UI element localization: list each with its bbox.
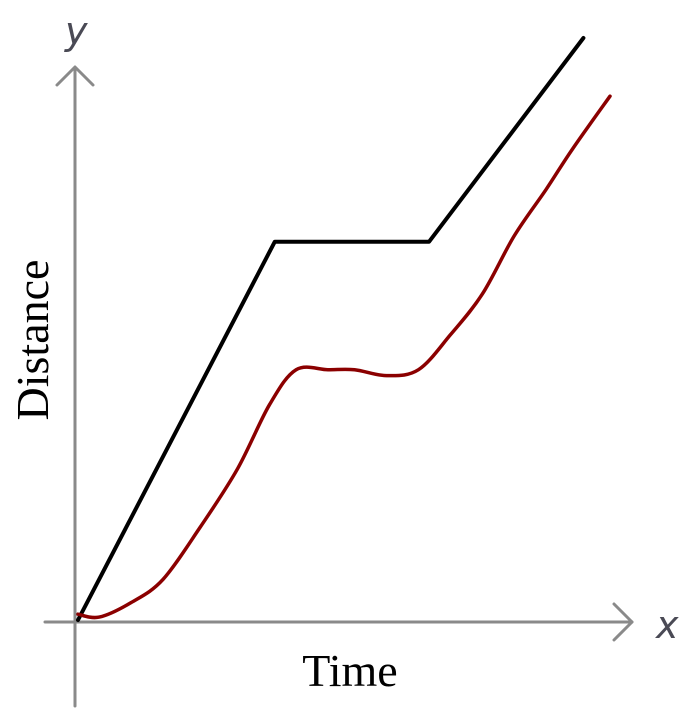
y-axis-symbol: y [64, 9, 88, 53]
series-layer [76, 36, 612, 622]
x-axis-symbol: x [655, 603, 679, 647]
x-axis-title: Time [302, 645, 397, 696]
y-axis-title: Distance [7, 260, 58, 421]
series-line-red [76, 94, 612, 620]
y-axis-arrow [55, 65, 95, 87]
series-line-black [76, 36, 586, 622]
x-axis-arrow [612, 602, 634, 642]
